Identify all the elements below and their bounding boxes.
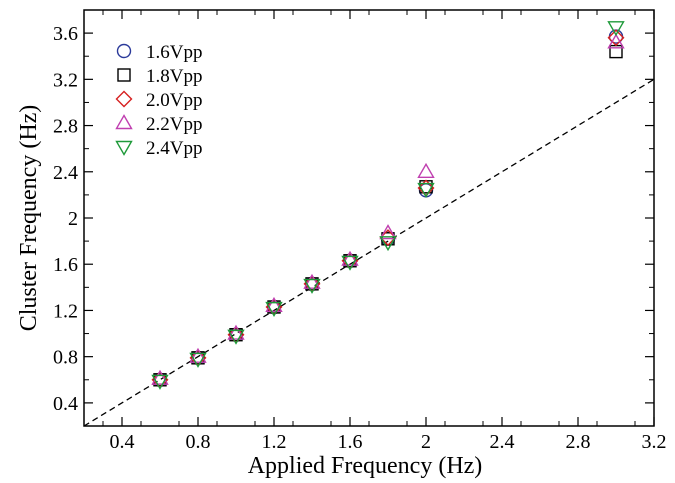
y-tick-label: 2.4 (53, 162, 78, 184)
x-tick-label: 1.2 (262, 431, 287, 453)
data-point (227, 329, 245, 345)
data-point (607, 29, 625, 47)
legend-marker (115, 140, 133, 156)
x-axis-title: Applied Frequency (Hz) (248, 453, 483, 479)
legend-marker (117, 68, 131, 82)
legend: 1.6Vpp 1.8Vpp 2.0Vpp 2.2Vpp 2.4Vpp (115, 42, 202, 159)
data-point (303, 278, 321, 294)
data-point (303, 273, 321, 289)
data-point (417, 162, 435, 178)
data-point (151, 369, 169, 385)
data-point (341, 255, 359, 271)
y-tick-label: 2.8 (53, 116, 78, 138)
data-point (191, 351, 205, 365)
reference-line (83, 78, 655, 427)
y-tick-label: 1.6 (53, 254, 78, 276)
x-tick-label: 0.8 (186, 431, 211, 453)
x-tick-label: 3.2 (642, 431, 667, 453)
legend-label: 2.0Vpp (146, 90, 202, 111)
x-tick-label: 1.6 (338, 431, 363, 453)
series-2.4Vpp (151, 21, 625, 390)
data-point (341, 250, 359, 266)
series-1.6Vpp (152, 29, 624, 387)
legend-marker (116, 43, 132, 59)
data-marks (83, 21, 655, 427)
x-tick-label: 0.4 (110, 431, 135, 453)
legend-marker (115, 90, 133, 108)
y-tick-label: 0.4 (53, 393, 78, 415)
x-tick-label: 2.8 (566, 431, 591, 453)
data-point (607, 21, 625, 37)
y-tick-label: 0.8 (53, 347, 78, 369)
data-point (189, 352, 207, 368)
data-point (379, 236, 397, 252)
data-point (153, 373, 167, 387)
y-tick-label: 3.6 (53, 23, 78, 45)
data-point (265, 296, 283, 313)
data-point (151, 374, 169, 390)
legend-label: 1.8Vpp (146, 66, 202, 87)
series-2.2Vpp (151, 33, 625, 385)
legend-label: 2.2Vpp (146, 114, 202, 135)
y-axis-title: Cluster Frequency (Hz) (16, 105, 42, 332)
x-tick-label: 2 (421, 431, 431, 453)
series-2.0Vpp (151, 29, 625, 389)
data-point (305, 277, 319, 291)
data-point (265, 301, 283, 318)
data-point (607, 33, 625, 49)
y-tick-label: 1.2 (53, 300, 78, 322)
data-point (227, 324, 245, 340)
y-tick-label: 3.2 (53, 69, 78, 91)
legend-label: 1.6Vpp (146, 42, 202, 63)
legend-label: 2.4Vpp (146, 138, 202, 159)
data-point (229, 328, 243, 342)
data-point (343, 254, 357, 268)
data-point (379, 224, 397, 240)
data-point (189, 347, 207, 363)
y-tick-label: 2 (68, 208, 78, 230)
legend-marker (115, 114, 133, 130)
x-tick-label: 2.4 (490, 431, 515, 453)
data-point (267, 300, 281, 314)
series-1.8Vpp (153, 44, 623, 387)
data-point (417, 182, 435, 199)
